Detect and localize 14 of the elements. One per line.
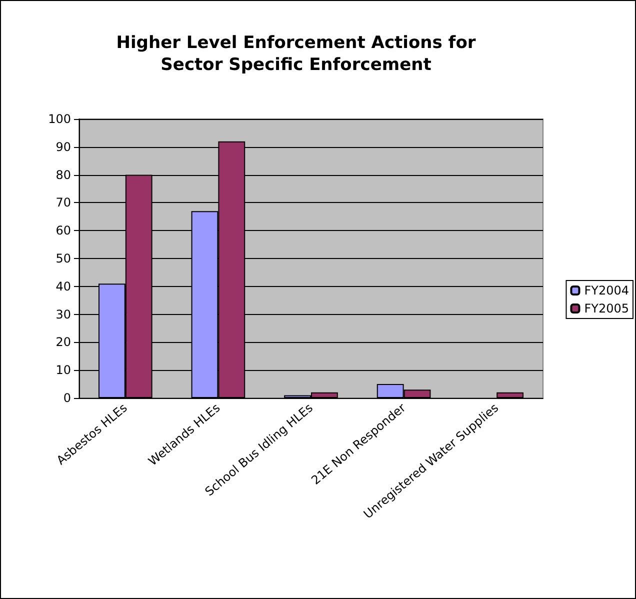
y-tick-label: 90 bbox=[56, 140, 71, 154]
y-tick-label: 80 bbox=[56, 168, 71, 182]
chart-title: Higher Level Enforcement Actions for Sector Specific Enforcement bbox=[116, 33, 476, 75]
y-tick-label: 40 bbox=[56, 279, 71, 294]
legend-label: FY2004 bbox=[584, 284, 630, 298]
y-tick-label: 50 bbox=[56, 252, 71, 266]
y-tick-label: 0 bbox=[63, 391, 71, 405]
legend-label: FY2005 bbox=[584, 302, 630, 316]
y-tick-label: 30 bbox=[56, 307, 71, 322]
y-tick-label: 70 bbox=[56, 196, 71, 210]
y-tick-label: 60 bbox=[56, 224, 71, 238]
y-tick-label: 10 bbox=[56, 363, 71, 378]
y-tick-label: 20 bbox=[56, 335, 71, 350]
y-tick-label: 100 bbox=[48, 112, 71, 126]
